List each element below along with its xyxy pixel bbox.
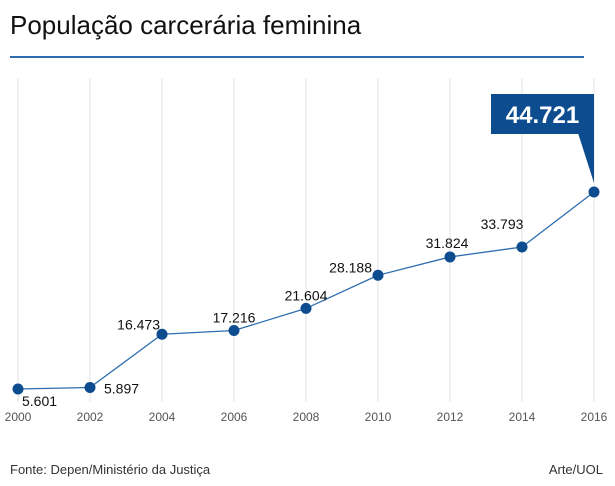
data-point-2012 [444, 251, 456, 263]
x-tick-2000: 2000 [5, 410, 32, 424]
x-tick-labels: 2000 2002 2004 2006 2008 2010 2012 2014 2016 [5, 410, 608, 424]
x-tick-2016: 2016 [581, 410, 608, 424]
highlight-callout: 44.721 [491, 94, 594, 183]
markers [12, 186, 600, 395]
highlight-pointer [578, 133, 594, 183]
highlight-label: 44.721 [506, 102, 579, 129]
x-tick-2008: 2008 [293, 410, 320, 424]
highlight-box [491, 94, 594, 134]
x-tick-2012: 2012 [437, 410, 464, 424]
x-tick-2014: 2014 [509, 410, 536, 424]
data-label-2010: 28.188 [329, 259, 372, 275]
data-label-2008: 21.604 [285, 287, 328, 303]
data-label-2004: 16.473 [117, 316, 160, 332]
x-tick-2004: 2004 [149, 410, 176, 424]
title-rule [10, 56, 584, 58]
data-point-2000 [12, 383, 24, 395]
data-label-2012: 31.824 [426, 235, 469, 251]
credit-note: Arte/UOL [548, 462, 603, 477]
x-tick-2006: 2006 [221, 410, 248, 424]
data-point-2010 [372, 269, 384, 281]
chart-title: População carcerária feminina [10, 10, 362, 40]
data-point-2002 [84, 382, 96, 394]
data-point-2004 [156, 328, 168, 340]
x-tick-2010: 2010 [365, 410, 392, 424]
source-note: Fonte: Depen/Ministério da Justiça [10, 462, 211, 477]
data-label-2002: 5.897 [104, 381, 139, 397]
grid-lines [17, 78, 595, 402]
x-tick-2002: 2002 [77, 410, 104, 424]
data-point-2014 [516, 241, 528, 253]
data-point-2016 [588, 186, 600, 198]
data-point-2006 [228, 325, 240, 337]
data-label-2006: 17.216 [213, 310, 256, 326]
data-label-2014: 33.793 [481, 216, 524, 232]
data-label-2000: 5.601 [22, 393, 57, 409]
data-point-2008 [300, 302, 312, 314]
